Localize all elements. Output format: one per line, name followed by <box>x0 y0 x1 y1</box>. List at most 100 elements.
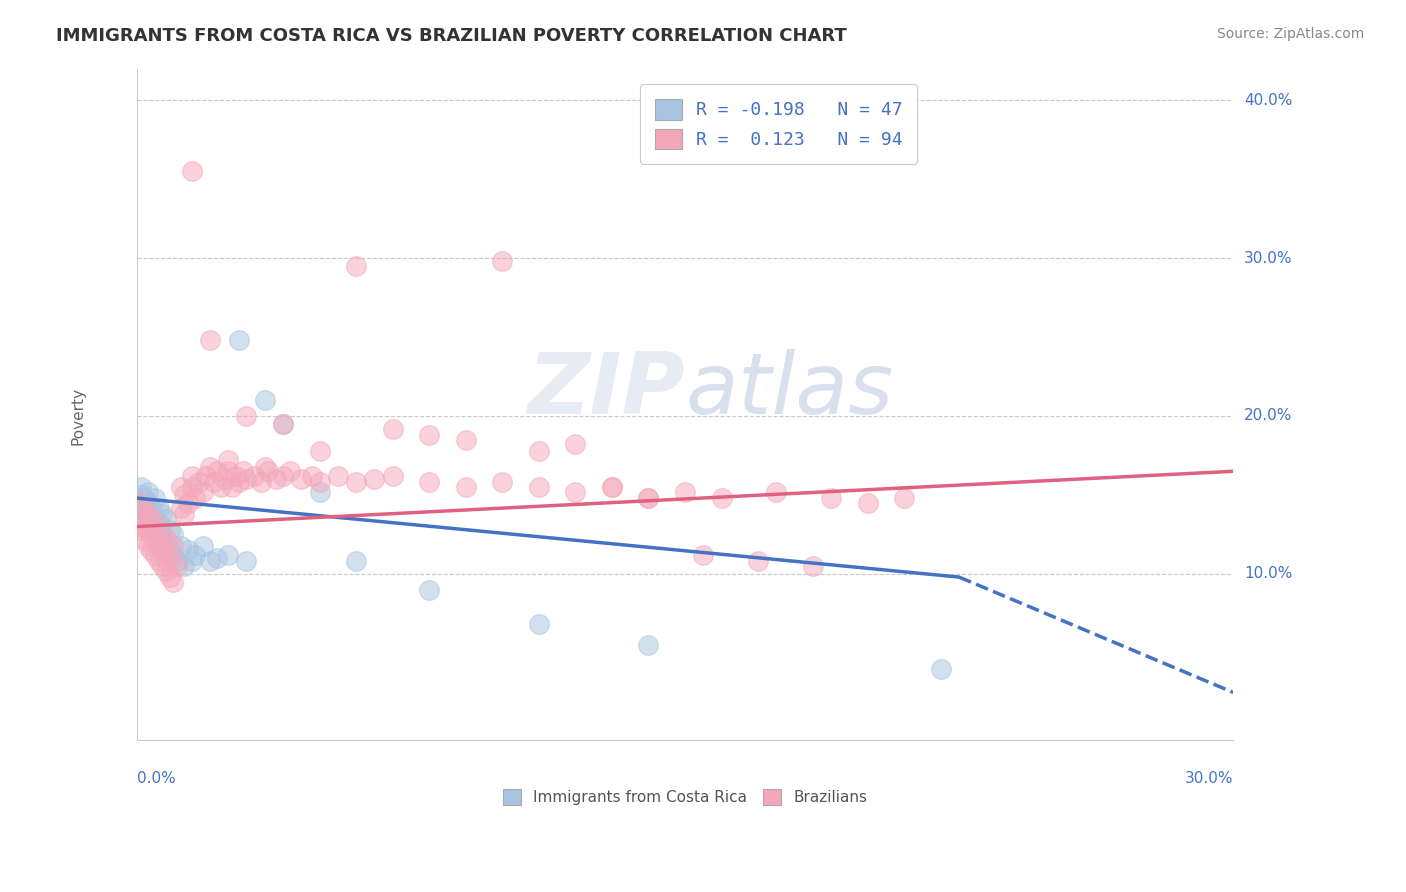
Point <box>134 504 156 518</box>
Point <box>155 564 177 578</box>
Point <box>180 469 202 483</box>
Point <box>491 254 513 268</box>
Point <box>166 554 188 568</box>
Point <box>129 496 152 510</box>
Point <box>141 519 163 533</box>
Point <box>217 464 239 478</box>
Point <box>159 554 181 568</box>
Point <box>527 443 550 458</box>
Point <box>893 491 915 505</box>
Point <box>159 570 181 584</box>
Point <box>564 484 586 499</box>
Point <box>856 496 879 510</box>
Point <box>253 393 276 408</box>
Point <box>129 523 152 537</box>
Point <box>290 472 312 486</box>
Point <box>159 523 181 537</box>
Point <box>166 559 188 574</box>
Point <box>129 496 152 510</box>
Point <box>198 554 221 568</box>
Point <box>257 464 280 478</box>
Point <box>129 488 152 502</box>
Point <box>155 511 177 525</box>
Point <box>134 519 156 533</box>
Text: IMMIGRANTS FROM COSTA RICA VS BRAZILIAN POVERTY CORRELATION CHART: IMMIGRANTS FROM COSTA RICA VS BRAZILIAN … <box>56 27 846 45</box>
Point <box>418 428 440 442</box>
Point <box>929 662 952 676</box>
Point <box>134 491 156 505</box>
Point <box>202 475 225 490</box>
Point <box>129 480 152 494</box>
Point <box>134 500 156 515</box>
Point <box>418 475 440 490</box>
Point <box>564 437 586 451</box>
Point <box>418 582 440 597</box>
Point <box>152 527 174 541</box>
Point <box>673 484 696 499</box>
Point <box>173 507 195 521</box>
Point <box>170 500 193 515</box>
Text: 40.0%: 40.0% <box>1244 93 1292 108</box>
Text: atlas: atlas <box>685 350 893 433</box>
Point <box>134 511 156 525</box>
Point <box>765 484 787 499</box>
Point <box>143 532 166 546</box>
Point <box>600 480 623 494</box>
Text: 30.0%: 30.0% <box>1185 772 1233 787</box>
Point <box>148 527 170 541</box>
Legend: Immigrants from Costa Rica, Brazilians: Immigrants from Costa Rica, Brazilians <box>495 781 875 813</box>
Point <box>198 333 221 347</box>
Point <box>454 433 477 447</box>
Point <box>637 638 659 652</box>
Point <box>198 459 221 474</box>
Point <box>363 472 385 486</box>
Point <box>141 511 163 525</box>
Point <box>143 523 166 537</box>
Text: ZIP: ZIP <box>527 350 685 433</box>
Point <box>143 511 166 525</box>
Point <box>173 559 195 574</box>
Point <box>136 507 159 521</box>
Point <box>209 480 232 494</box>
Point <box>136 539 159 553</box>
Point <box>152 507 174 521</box>
Point <box>228 333 250 347</box>
Point <box>221 480 243 494</box>
Point <box>170 480 193 494</box>
Point <box>235 472 257 486</box>
Point <box>173 488 195 502</box>
Point <box>177 543 200 558</box>
Point <box>136 516 159 531</box>
Point <box>148 516 170 531</box>
Point <box>162 527 184 541</box>
Point <box>491 475 513 490</box>
Point <box>271 417 294 431</box>
Point <box>162 539 184 553</box>
Text: 0.0%: 0.0% <box>136 772 176 787</box>
Point <box>308 443 330 458</box>
Point <box>180 480 202 494</box>
Point <box>225 469 247 483</box>
Point <box>191 484 214 499</box>
Point <box>143 548 166 562</box>
Point <box>155 539 177 553</box>
Point <box>228 475 250 490</box>
Point <box>271 417 294 431</box>
Point <box>308 475 330 490</box>
Point <box>162 574 184 589</box>
Point <box>136 507 159 521</box>
Text: 30.0%: 30.0% <box>1244 251 1292 266</box>
Point <box>243 469 266 483</box>
Point <box>184 491 207 505</box>
Point <box>152 559 174 574</box>
Point <box>235 554 257 568</box>
Point <box>271 469 294 483</box>
Point <box>820 491 842 505</box>
Point <box>527 617 550 632</box>
Point <box>250 475 273 490</box>
Point <box>136 484 159 499</box>
Text: Poverty: Poverty <box>70 387 86 445</box>
Point <box>195 469 218 483</box>
Point <box>253 459 276 474</box>
Point <box>188 475 211 490</box>
